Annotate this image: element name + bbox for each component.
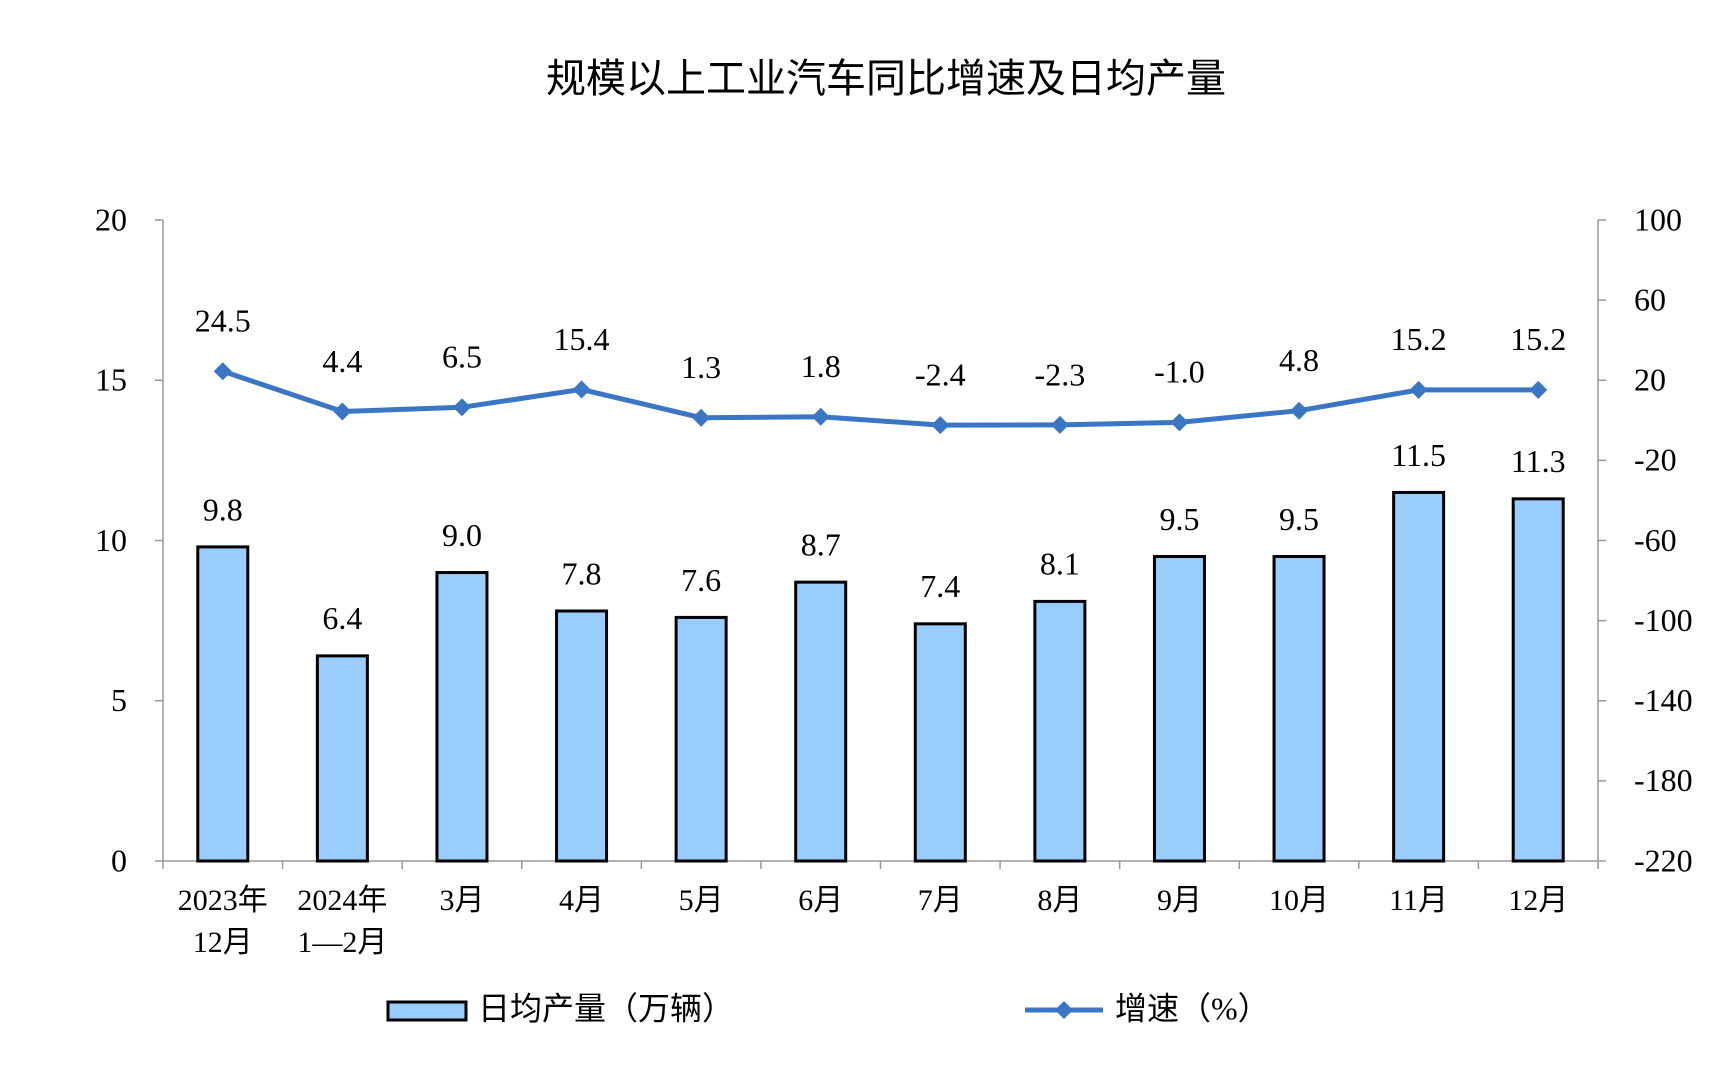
y-tick-label: 15	[95, 362, 127, 398]
x-tick-label: 6月	[798, 884, 843, 917]
x-tick-label: 5月	[679, 884, 724, 917]
bar-value-label: 7.4	[920, 568, 960, 604]
y-tick-label: 20	[95, 201, 127, 237]
x-tick-label: 2024年	[297, 884, 387, 917]
x-tick-label: 11月	[1389, 884, 1448, 917]
bar-value-label: 9.0	[442, 517, 482, 553]
line-marker	[572, 380, 591, 399]
line-value-label: 1.3	[681, 349, 721, 385]
bar-value-label: 9.5	[1159, 501, 1199, 537]
y2-tick-label: -180	[1634, 762, 1693, 798]
y2-tick-label: 100	[1634, 201, 1682, 237]
bar	[196, 545, 250, 863]
line-value-label: 4.4	[322, 343, 362, 379]
line-marker	[333, 402, 352, 421]
line-value-label: 15.2	[1391, 321, 1447, 357]
legend-marker	[1055, 1001, 1073, 1019]
bar-value-label: 9.5	[1279, 501, 1319, 537]
bar	[435, 571, 489, 863]
line-marker	[1290, 401, 1309, 420]
line-value-label: -1.0	[1154, 354, 1205, 390]
x-tick-label: 12月	[1508, 884, 1568, 917]
line-value-label: -2.3	[1035, 356, 1086, 392]
line-value-label: 4.8	[1279, 342, 1319, 378]
line-marker	[1409, 380, 1428, 399]
y2-tick-label: 60	[1634, 281, 1666, 317]
line-marker	[692, 408, 711, 427]
chart-title: 规模以上工业汽车同比增速及日均产量	[546, 56, 1226, 101]
bar-value-label: 7.8	[562, 555, 602, 591]
y2-tick-label: -20	[1634, 442, 1677, 478]
bar	[1152, 555, 1206, 863]
x-tick-label: 12月	[193, 926, 253, 959]
bar	[1272, 555, 1326, 863]
y-tick-label: 10	[95, 522, 127, 558]
y2-tick-label: -60	[1634, 522, 1677, 558]
legend-label: 增速（%）	[1115, 990, 1270, 1026]
bar-value-label: 8.7	[801, 527, 841, 563]
bar-value-label: 11.3	[1511, 443, 1566, 479]
line-value-label: 6.5	[442, 339, 482, 375]
line-value-label: 15.2	[1510, 321, 1566, 357]
legend-label: 日均产量（万辆）	[478, 990, 734, 1026]
x-tick-label: 2023年	[178, 884, 268, 917]
x-tick-label: 8月	[1037, 884, 1082, 917]
bar	[913, 622, 967, 863]
bar	[555, 609, 609, 863]
line-marker	[1050, 415, 1069, 434]
x-tick-label: 10月	[1269, 884, 1329, 917]
line-marker	[1170, 413, 1189, 432]
bar-value-label: 8.1	[1040, 546, 1080, 582]
bar-value-label: 6.4	[322, 600, 362, 636]
line-value-label: -2.4	[915, 356, 966, 392]
line-marker	[213, 362, 232, 381]
line-marker	[452, 398, 471, 417]
x-tick-label: 9月	[1157, 884, 1202, 917]
bar	[794, 580, 848, 863]
bar	[674, 615, 728, 863]
x-tick-label: 3月	[439, 884, 484, 917]
bar-value-label: 9.8	[203, 491, 243, 527]
y2-tick-label: 20	[1634, 362, 1666, 398]
line-value-label: 1.8	[801, 348, 841, 384]
y2-tick-label: -140	[1634, 682, 1693, 718]
line-marker	[931, 416, 950, 435]
bar	[315, 654, 369, 863]
bar-value-label: 7.6	[681, 562, 721, 598]
line	[221, 368, 1539, 428]
bar	[1511, 497, 1565, 863]
y-tick-label: 0	[111, 842, 127, 878]
line-value-label: 24.5	[195, 303, 251, 339]
y2-tick-label: -100	[1634, 602, 1693, 638]
legend-swatch	[386, 1000, 468, 1022]
bar	[1033, 599, 1087, 863]
y-tick-label: 5	[111, 682, 127, 718]
line-value-label: 15.4	[554, 321, 610, 357]
line-marker	[811, 407, 830, 426]
line-marker	[1529, 380, 1548, 399]
bar	[1392, 490, 1446, 863]
bar-value-label: 11.5	[1391, 437, 1446, 473]
x-tick-label: 4月	[559, 884, 604, 917]
x-tick-label: 7月	[918, 884, 963, 917]
x-tick-label: 1—2月	[297, 926, 387, 959]
y2-tick-label: -220	[1634, 842, 1693, 878]
